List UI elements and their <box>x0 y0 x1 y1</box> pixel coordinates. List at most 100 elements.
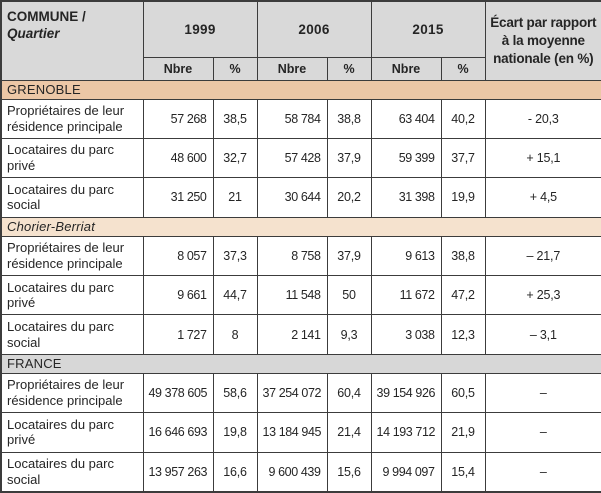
row-label: Locataires du parc privé <box>0 137 144 179</box>
section-header-grenoble: GRENOBLE <box>0 79 601 100</box>
cell-nbre-2006: 37 254 072 <box>256 372 328 414</box>
table-row-grenoble-proprietaires: Propriétaires de leur résidence principa… <box>0 98 601 139</box>
cell-ecart: + 25,3 <box>484 274 601 316</box>
cell-nbre-1999: 31 250 <box>142 177 214 218</box>
commune-header-label: COMMUNE / <box>7 9 86 24</box>
cell-ecart: + 4,5 <box>484 177 601 218</box>
cell-pct-1999: 16,6 <box>212 451 258 493</box>
cell-nbre-1999: 57 268 <box>142 98 214 139</box>
cell-pct-2015: 21,9 <box>440 412 486 453</box>
table-row-france-proprietaires: Propriétaires de leur résidence principa… <box>0 372 601 414</box>
cell-ecart: – <box>484 412 601 453</box>
cell-pct-2006: 50 <box>326 274 372 316</box>
cell-ecart: - 20,3 <box>484 98 601 139</box>
row-label: Propriétaires de leur résidence principa… <box>0 372 144 414</box>
cell-nbre-1999: 9 661 <box>142 274 214 316</box>
cell-pct-1999: 32,7 <box>212 137 258 179</box>
cell-pct-2015: 19,9 <box>440 177 486 218</box>
cell-pct-2015: 40,2 <box>440 98 486 139</box>
row-label: Locataires du parc social <box>0 451 144 493</box>
cell-nbre-1999: 13 957 263 <box>142 451 214 493</box>
column-header-year-2015: 2015 <box>370 0 486 58</box>
cell-pct-1999: 19,8 <box>212 412 258 453</box>
table-header-row: COMMUNE / Quartier 1999 2006 2015 Écart … <box>0 0 601 81</box>
cell-nbre-2015: 14 193 712 <box>370 412 442 453</box>
cell-ecart: – 21,7 <box>484 235 601 277</box>
cell-nbre-2006: 2 141 <box>256 314 328 355</box>
row-label: Propriétaires de leur résidence principa… <box>0 235 144 277</box>
cell-ecart: – <box>484 451 601 493</box>
cell-nbre-2015: 31 398 <box>370 177 442 218</box>
row-label: Locataires du parc social <box>0 314 144 355</box>
cell-ecart: + 15,1 <box>484 137 601 179</box>
cell-nbre-2006: 30 644 <box>256 177 328 218</box>
subheader-pct-2015: % <box>440 56 486 81</box>
section-band-chorier-berriat: Chorier-Berriat <box>0 216 601 237</box>
cell-pct-2006: 37,9 <box>326 235 372 277</box>
subheader-nbre-2006: Nbre <box>256 56 328 81</box>
section-band-grenoble: GRENOBLE <box>0 79 601 100</box>
table-row-chorier-locataires-social: Locataires du parc social 1 727 8 2 141 … <box>0 314 601 355</box>
cell-pct-2006: 38,8 <box>326 98 372 139</box>
cell-pct-1999: 37,3 <box>212 235 258 277</box>
subheader-pct-2006: % <box>326 56 372 81</box>
cell-nbre-2015: 3 038 <box>370 314 442 355</box>
section-band-france: FRANCE <box>0 353 601 374</box>
cell-nbre-2015: 11 672 <box>370 274 442 316</box>
column-header-commune-quartier: COMMUNE / Quartier <box>0 0 144 81</box>
table-row-france-locataires-social: Locataires du parc social 13 957 263 16,… <box>0 451 601 493</box>
quartier-header-label: Quartier <box>7 25 60 41</box>
cell-nbre-2006: 13 184 945 <box>256 412 328 453</box>
cell-nbre-2006: 57 428 <box>256 137 328 179</box>
row-label: Locataires du parc social <box>0 177 144 218</box>
cell-nbre-2015: 9 994 097 <box>370 451 442 493</box>
cell-ecart: – <box>484 372 601 414</box>
cell-ecart: – 3,1 <box>484 314 601 355</box>
table-row-france-locataires-prive: Locataires du parc privé 16 646 693 19,8… <box>0 412 601 453</box>
cell-pct-2015: 60,5 <box>440 372 486 414</box>
section-header-chorier-berriat: Chorier-Berriat <box>0 216 601 237</box>
cell-pct-2006: 20,2 <box>326 177 372 218</box>
cell-pct-2015: 38,8 <box>440 235 486 277</box>
cell-pct-1999: 38,5 <box>212 98 258 139</box>
subheader-pct-1999: % <box>212 56 258 81</box>
cell-nbre-2006: 8 758 <box>256 235 328 277</box>
table-row-chorier-locataires-prive: Locataires du parc privé 9 661 44,7 11 5… <box>0 274 601 316</box>
cell-pct-2015: 37,7 <box>440 137 486 179</box>
cell-nbre-2015: 59 399 <box>370 137 442 179</box>
cell-nbre-2006: 11 548 <box>256 274 328 316</box>
cell-pct-2006: 21,4 <box>326 412 372 453</box>
cell-pct-1999: 21 <box>212 177 258 218</box>
table-row-grenoble-locataires-prive: Locataires du parc privé 48 600 32,7 57 … <box>0 137 601 179</box>
row-label: Propriétaires de leur résidence principa… <box>0 98 144 139</box>
table-row-grenoble-locataires-social: Locataires du parc social 31 250 21 30 6… <box>0 177 601 218</box>
table-subheader-row: Nbre % Nbre % Nbre % <box>1 56 601 81</box>
cell-nbre-2015: 9 613 <box>370 235 442 277</box>
cell-nbre-1999: 49 378 605 <box>142 372 214 414</box>
row-label: Locataires du parc privé <box>0 412 144 453</box>
cell-nbre-2015: 63 404 <box>370 98 442 139</box>
cell-pct-2006: 37,9 <box>326 137 372 179</box>
row-label: Locataires du parc privé <box>0 274 144 316</box>
section-header-france: FRANCE <box>0 353 601 374</box>
column-header-year-2006: 2006 <box>256 0 372 58</box>
cell-pct-2015: 47,2 <box>440 274 486 316</box>
cell-pct-2006: 15,6 <box>326 451 372 493</box>
cell-nbre-1999: 16 646 693 <box>142 412 214 453</box>
subheader-nbre-1999: Nbre <box>142 56 214 81</box>
cell-nbre-1999: 48 600 <box>142 137 214 179</box>
table-row-chorier-proprietaires: Propriétaires de leur résidence principa… <box>0 235 601 277</box>
cell-nbre-2015: 39 154 926 <box>370 372 442 414</box>
column-header-ecart-moyenne-nationale: Écart par rapport à la moyenne nationale… <box>484 0 601 81</box>
cell-nbre-2006: 9 600 439 <box>256 451 328 493</box>
cell-nbre-1999: 8 057 <box>142 235 214 277</box>
cell-pct-2015: 12,3 <box>440 314 486 355</box>
cell-nbre-1999: 1 727 <box>142 314 214 355</box>
column-header-year-1999: 1999 <box>142 0 258 58</box>
cell-pct-1999: 58,6 <box>212 372 258 414</box>
cell-pct-2006: 60,4 <box>326 372 372 414</box>
cell-pct-2015: 15,4 <box>440 451 486 493</box>
cell-nbre-2006: 58 784 <box>256 98 328 139</box>
